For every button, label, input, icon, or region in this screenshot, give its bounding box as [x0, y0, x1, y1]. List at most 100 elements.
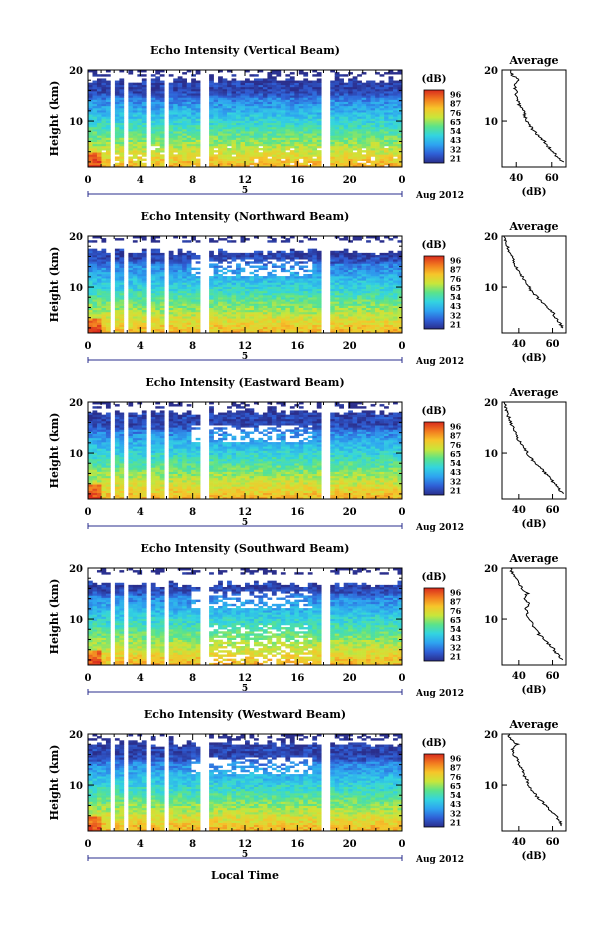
heatmap-cell [155, 292, 161, 296]
heatmap-cell [173, 162, 179, 166]
heatmap-cell [88, 95, 93, 98]
heatmap-cell [159, 137, 165, 140]
heatmap-cell [384, 280, 389, 283]
heatmap-cell [182, 322, 187, 325]
heatmap-cell [285, 86, 291, 90]
heatmap-cell [141, 292, 147, 296]
heatmap [88, 236, 403, 334]
heatmap-cell [177, 286, 183, 290]
y-tick-label: 20 [69, 66, 83, 77]
heatmap-cell [128, 93, 134, 96]
heatmap-cell [105, 263, 111, 266]
heatmap-cell [357, 99, 362, 102]
heatmap-cell [388, 120, 394, 124]
heatmap-cell [262, 129, 268, 132]
heatmap-cell [276, 295, 282, 298]
heatmap-cell [150, 124, 156, 128]
heatmap-cell [155, 263, 161, 266]
heatmap-cell [191, 141, 196, 145]
heatmap-cell [262, 263, 268, 266]
heatmap-cell [357, 82, 362, 86]
heatmap-cell [191, 305, 196, 308]
heatmap-cell [348, 141, 353, 145]
heatmap-cell [137, 267, 143, 271]
heatmap-cell [240, 290, 246, 294]
heatmap-cell [114, 318, 120, 321]
heatmap-cell [173, 80, 179, 83]
heatmap-cell [92, 88, 98, 92]
heatmap-cell [285, 116, 291, 119]
heatmap-cell [352, 326, 358, 330]
heatmap-cell [298, 86, 304, 90]
heatmap-cell [168, 328, 174, 332]
heatmap-cell [307, 101, 313, 105]
heatmap-cell [357, 88, 362, 92]
heatmap-cell [155, 82, 161, 86]
heatmap-cell [357, 278, 362, 281]
heatmap-cell [375, 137, 380, 140]
heatmap-cell [132, 82, 138, 86]
heatmap-cell [289, 309, 295, 313]
heatmap-cell [307, 158, 313, 161]
heatmap-cell [253, 280, 259, 283]
heatmap-cell [236, 322, 241, 325]
heatmap-cell [339, 91, 344, 94]
heatmap-cell [155, 250, 161, 254]
heatmap-cell [316, 305, 322, 308]
heatmap-cell [393, 131, 398, 134]
heatmap-cell [105, 91, 111, 94]
heatmap-cell [294, 131, 300, 134]
heatmap-cell [105, 82, 111, 86]
heatmap-cell [276, 254, 282, 258]
heatmap-cell [258, 82, 264, 86]
heatmap-cell [307, 276, 313, 279]
heatmap-cell [218, 137, 223, 140]
heatmap-cell [357, 330, 362, 334]
heatmap-cell [96, 295, 102, 298]
heatmap-cell [267, 292, 273, 296]
heatmap-cell [253, 314, 259, 317]
heatmap-cell [114, 82, 120, 86]
heatmap-cell [393, 309, 398, 313]
heatmap-cell [343, 97, 349, 100]
heatmap-cell [307, 80, 313, 83]
heatmap-cell [101, 80, 107, 83]
heatmap-cell [298, 320, 304, 323]
heatmap-cell [132, 328, 138, 332]
heatmap-cell [303, 164, 309, 168]
heatmap-cell [213, 91, 219, 94]
heatmap-cell [303, 99, 309, 102]
heatmap-cell [227, 305, 232, 308]
heatmap-cell [253, 74, 259, 77]
heatmap-cell [240, 320, 246, 323]
heatmap-cell [285, 299, 291, 302]
heatmap-cell [271, 299, 277, 302]
heatmap-cell [240, 84, 246, 88]
heatmap-cell [105, 288, 111, 292]
heatmap-cell [280, 267, 286, 271]
heatmap-cell [236, 143, 241, 147]
heatmap-cell [222, 126, 228, 130]
heatmap-cell [159, 118, 165, 121]
heatmap-cell [128, 288, 134, 292]
heatmap-cell [92, 86, 98, 90]
heatmap-cell [361, 271, 367, 275]
heatmap-cell [249, 74, 255, 77]
heatmap-cell [397, 101, 403, 105]
heatmap-cell [209, 263, 214, 266]
heatmap-cell [231, 254, 237, 258]
heatmap-cell [245, 118, 250, 121]
heatmap-cell [137, 139, 143, 142]
heatmap-cell [186, 97, 192, 100]
heatmap-cell [222, 292, 228, 296]
heatmap-cell [294, 263, 300, 266]
heatmap-cell [101, 99, 107, 102]
heatmap-cell [361, 145, 367, 149]
heatmap-cell [370, 129, 376, 132]
heatmap-cell [128, 301, 134, 304]
heatmap-cell [96, 101, 102, 105]
heatmap-cell [173, 276, 179, 279]
heatmap-cell [218, 238, 223, 241]
heatmap-cell [330, 141, 336, 145]
heatmap-cell [384, 286, 389, 290]
